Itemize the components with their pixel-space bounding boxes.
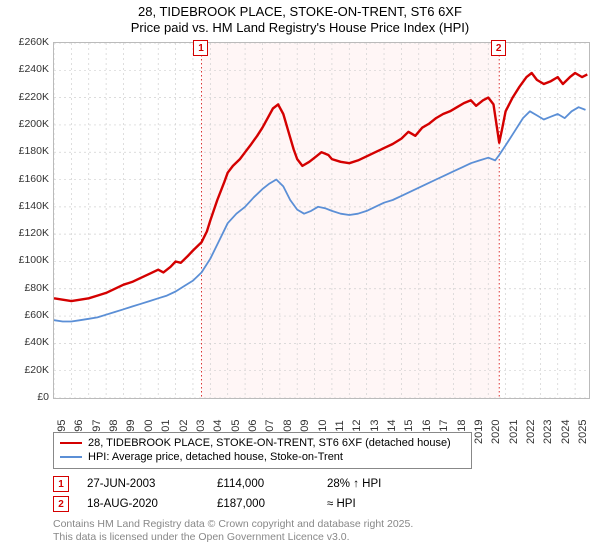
- event-row: 1 27-JUN-2003 £114,000 28% ↑ HPI: [53, 474, 427, 494]
- x-tick-label: 2019: [473, 420, 485, 444]
- event-marker-icon: 1: [193, 40, 208, 56]
- y-tick-label: £200K: [3, 118, 49, 130]
- chart-area: £0£20K£40K£60K£80K£100K£120K£140K£160K£1…: [53, 42, 588, 422]
- y-tick-label: £180K: [3, 145, 49, 157]
- event-date: 18-AUG-2020: [87, 498, 217, 510]
- attribution: Contains HM Land Registry data © Crown c…: [53, 518, 413, 544]
- legend-item: 28, TIDEBROOK PLACE, STOKE-ON-TRENT, ST6…: [60, 436, 465, 450]
- event-row: 2 18-AUG-2020 £187,000 ≈ HPI: [53, 494, 427, 514]
- legend-swatch: [60, 442, 82, 444]
- x-tick-label: 2020: [490, 420, 502, 444]
- legend-item: HPI: Average price, detached house, Stok…: [60, 450, 465, 464]
- attribution-line: Contains HM Land Registry data © Crown c…: [53, 518, 413, 531]
- attribution-line: This data is licensed under the Open Gov…: [53, 531, 413, 544]
- y-tick-label: £20K: [3, 364, 49, 376]
- plot-region: [53, 42, 590, 399]
- event-marker-icon: 2: [53, 496, 69, 512]
- event-marker-icon: 2: [491, 40, 506, 56]
- event-price: £114,000: [217, 478, 327, 490]
- y-tick-label: £220K: [3, 91, 49, 103]
- legend-box: 28, TIDEBROOK PLACE, STOKE-ON-TRENT, ST6…: [53, 432, 472, 469]
- event-note: ≈ HPI: [327, 498, 427, 510]
- event-price: £187,000: [217, 498, 327, 510]
- event-date: 27-JUN-2003: [87, 478, 217, 490]
- y-tick-label: £40K: [3, 336, 49, 348]
- event-note: 28% ↑ HPI: [327, 478, 427, 490]
- legend-swatch: [60, 456, 82, 458]
- event-rows: 1 27-JUN-2003 £114,000 28% ↑ HPI 2 18-AU…: [53, 474, 427, 514]
- x-tick-label: 2023: [542, 420, 554, 444]
- title-subtitle: Price paid vs. HM Land Registry's House …: [0, 20, 600, 35]
- legend-label: 28, TIDEBROOK PLACE, STOKE-ON-TRENT, ST6…: [88, 436, 451, 450]
- y-tick-label: £120K: [3, 227, 49, 239]
- x-tick-label: 2022: [525, 420, 537, 444]
- y-tick-label: £140K: [3, 200, 49, 212]
- y-tick-label: £260K: [3, 36, 49, 48]
- x-tick-label: 2021: [508, 420, 520, 444]
- chart-titles: 28, TIDEBROOK PLACE, STOKE-ON-TRENT, ST6…: [0, 0, 600, 35]
- event-marker-icon: 1: [53, 476, 69, 492]
- y-tick-label: £80K: [3, 282, 49, 294]
- y-tick-label: £0: [3, 391, 49, 403]
- y-tick-label: £100K: [3, 254, 49, 266]
- legend-label: HPI: Average price, detached house, Stok…: [88, 450, 343, 464]
- plot-svg: [54, 43, 589, 398]
- title-address: 28, TIDEBROOK PLACE, STOKE-ON-TRENT, ST6…: [0, 4, 600, 19]
- x-tick-label: 2024: [560, 420, 572, 444]
- x-tick-label: 2025: [577, 420, 589, 444]
- y-tick-label: £160K: [3, 173, 49, 185]
- y-tick-label: £240K: [3, 63, 49, 75]
- y-tick-label: £60K: [3, 309, 49, 321]
